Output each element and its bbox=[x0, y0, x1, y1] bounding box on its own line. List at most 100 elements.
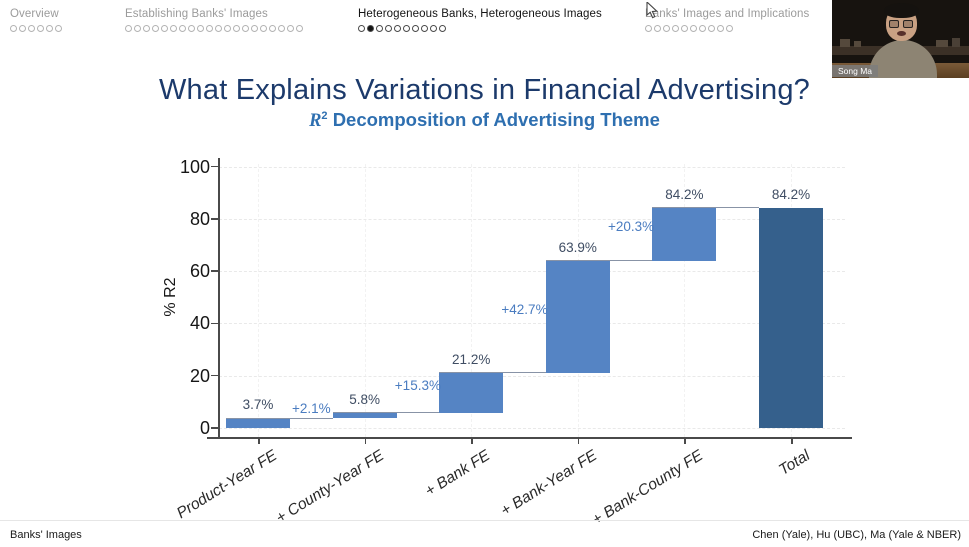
nav-dot[interactable] bbox=[358, 25, 365, 32]
horizontal-gridline bbox=[219, 375, 845, 377]
x-tick-mark bbox=[258, 438, 260, 444]
nav-dot[interactable] bbox=[672, 25, 679, 32]
x-tick-mark bbox=[791, 438, 793, 444]
nav-dot[interactable] bbox=[430, 25, 437, 32]
x-tick-label: + Bank FE bbox=[422, 447, 494, 501]
nav-dot[interactable] bbox=[690, 25, 697, 32]
nav-dot[interactable] bbox=[179, 25, 186, 32]
nav-dot[interactable] bbox=[161, 25, 168, 32]
horizontal-gridline bbox=[219, 271, 845, 273]
vertical-gridline bbox=[684, 164, 686, 437]
increment-label: +20.3% bbox=[608, 219, 655, 235]
nav-dot[interactable] bbox=[125, 25, 132, 32]
nav-dot[interactable] bbox=[10, 25, 17, 32]
x-axis-line bbox=[207, 437, 852, 439]
bar-value-label: 5.8% bbox=[349, 391, 380, 407]
nav-section-3[interactable]: Heterogeneous Banks, Heterogeneous Image… bbox=[358, 8, 602, 32]
vertical-gridline bbox=[364, 164, 366, 437]
nav-dot[interactable] bbox=[394, 25, 401, 32]
x-tick-label: + County-Year FE bbox=[272, 447, 387, 527]
webcam-shelf-item bbox=[840, 39, 850, 47]
nav-dot[interactable] bbox=[403, 25, 410, 32]
waterfall-bar bbox=[545, 260, 610, 373]
x-tick-mark bbox=[577, 438, 580, 444]
nav-dot[interactable] bbox=[55, 25, 62, 32]
horizontal-gridline bbox=[219, 428, 845, 429]
nav-dot[interactable] bbox=[287, 25, 294, 32]
nav-dot[interactable] bbox=[188, 25, 195, 32]
waterfall-bar bbox=[439, 372, 504, 413]
nav-dot[interactable] bbox=[206, 25, 213, 32]
x-tick-mark bbox=[684, 438, 686, 444]
nav-dot[interactable] bbox=[233, 25, 240, 32]
y-tick-mark bbox=[211, 218, 218, 220]
nav-dot[interactable] bbox=[296, 25, 303, 32]
nav-dot[interactable] bbox=[699, 25, 706, 32]
y-axis-title: % R2 bbox=[162, 277, 179, 317]
nav-dot[interactable] bbox=[439, 25, 446, 32]
nav-dot[interactable] bbox=[376, 25, 383, 32]
total-bar bbox=[759, 207, 823, 428]
nav-section-2[interactable]: Establishing Banks' Images bbox=[125, 8, 305, 32]
nav-dot[interactable] bbox=[412, 25, 419, 32]
nav-section-dots bbox=[10, 25, 64, 32]
y-axis-line bbox=[218, 158, 220, 437]
subtitle-exponent: 2 bbox=[321, 109, 328, 122]
nav-dot[interactable] bbox=[19, 25, 26, 32]
nav-dot[interactable] bbox=[421, 25, 428, 32]
x-tick-mark bbox=[364, 438, 367, 444]
nav-dot[interactable] bbox=[269, 25, 276, 32]
nav-dot[interactable] bbox=[708, 25, 715, 32]
increment-label: +42.7% bbox=[501, 301, 548, 317]
bar-value-label: 84.2% bbox=[665, 186, 704, 202]
vertical-gridline bbox=[258, 164, 259, 437]
nav-dot[interactable] bbox=[251, 25, 258, 32]
nav-dot[interactable] bbox=[28, 25, 35, 32]
nav-dot[interactable] bbox=[260, 25, 267, 32]
nav-dot-current[interactable] bbox=[367, 25, 374, 32]
nav-dot[interactable] bbox=[215, 25, 222, 32]
horizontal-gridline bbox=[219, 218, 845, 220]
nav-section-1[interactable]: Overview bbox=[10, 8, 64, 32]
x-tick-label: Product-Year FE bbox=[173, 447, 281, 523]
waterfall-bar bbox=[332, 412, 397, 419]
nav-dot[interactable] bbox=[726, 25, 733, 32]
footer-short-title: Banks' Images bbox=[10, 529, 82, 541]
nav-dot[interactable] bbox=[645, 25, 652, 32]
nav-dot[interactable] bbox=[278, 25, 285, 32]
horizontal-gridline bbox=[219, 166, 845, 168]
y-tick-label: 80 bbox=[189, 208, 210, 229]
y-tick-label: 40 bbox=[189, 313, 210, 334]
nav-section-4[interactable]: Banks' Images and Implications bbox=[645, 8, 809, 32]
footer-authors: Chen (Yale), Hu (UBC), Ma (Yale & NBER) bbox=[752, 529, 961, 541]
nav-dot[interactable] bbox=[197, 25, 204, 32]
nav-dot[interactable] bbox=[152, 25, 159, 32]
connector-line bbox=[652, 207, 759, 209]
nav-dot[interactable] bbox=[663, 25, 670, 32]
footer-divider bbox=[0, 520, 969, 521]
waterfall-bar bbox=[226, 418, 290, 428]
nav-dot[interactable] bbox=[224, 25, 231, 32]
waterfall-bar bbox=[652, 207, 717, 261]
nav-dot[interactable] bbox=[134, 25, 141, 32]
nav-dot[interactable] bbox=[242, 25, 249, 32]
nav-dot[interactable] bbox=[170, 25, 177, 32]
nav-dot[interactable] bbox=[143, 25, 150, 32]
y-tick-mark bbox=[211, 270, 218, 272]
slide-subtitle: R2 Decomposition of Advertising Theme bbox=[0, 109, 969, 132]
nav-dot[interactable] bbox=[37, 25, 44, 32]
webcam-person-glasses bbox=[903, 20, 913, 28]
webcam-shelf-item bbox=[936, 40, 948, 47]
connector-line bbox=[226, 417, 333, 419]
nav-dot[interactable] bbox=[717, 25, 724, 32]
mouse-cursor bbox=[646, 0, 659, 24]
x-tick-label: + Bank-County FE bbox=[589, 447, 707, 529]
nav-dot[interactable] bbox=[654, 25, 661, 32]
nav-dot[interactable] bbox=[385, 25, 392, 32]
nav-dot[interactable] bbox=[681, 25, 688, 32]
nav-dot[interactable] bbox=[46, 25, 53, 32]
webcam-video[interactable]: Song Ma bbox=[832, 0, 969, 78]
nav-section-label: Establishing Banks' Images bbox=[125, 8, 268, 20]
webcam-shelf-item bbox=[854, 41, 861, 47]
webcam-person-mouth bbox=[897, 31, 906, 36]
